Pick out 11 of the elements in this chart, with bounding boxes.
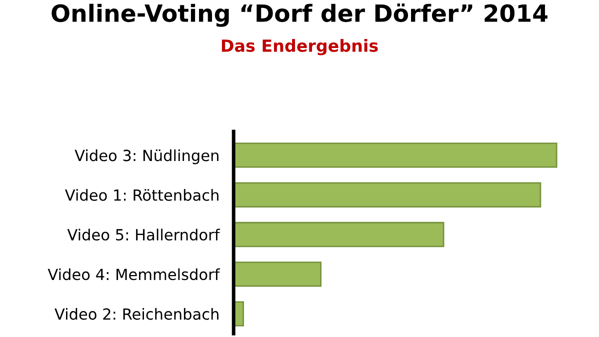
- bar: [234, 222, 444, 248]
- y-tick-label: Video 2: Reichenbach: [54, 308, 218, 320]
- bar: [234, 142, 558, 168]
- y-tick-label: Video 4: Memmelsdorf: [48, 268, 220, 280]
- bar: [234, 182, 542, 208]
- bar: [234, 262, 322, 287]
- y-tick-label: Video 5: Hallerndorf: [67, 228, 220, 241]
- y-tick-label: Video 1: Röttenbach: [64, 189, 218, 201]
- chart-subtitle: Das Endergebnis: [222, 39, 378, 56]
- chart-title: Online-Voting “Dorf der Dörfer” 2014: [52, 3, 548, 27]
- y-tick-label: Video 3: Nüdlingen: [74, 149, 218, 164]
